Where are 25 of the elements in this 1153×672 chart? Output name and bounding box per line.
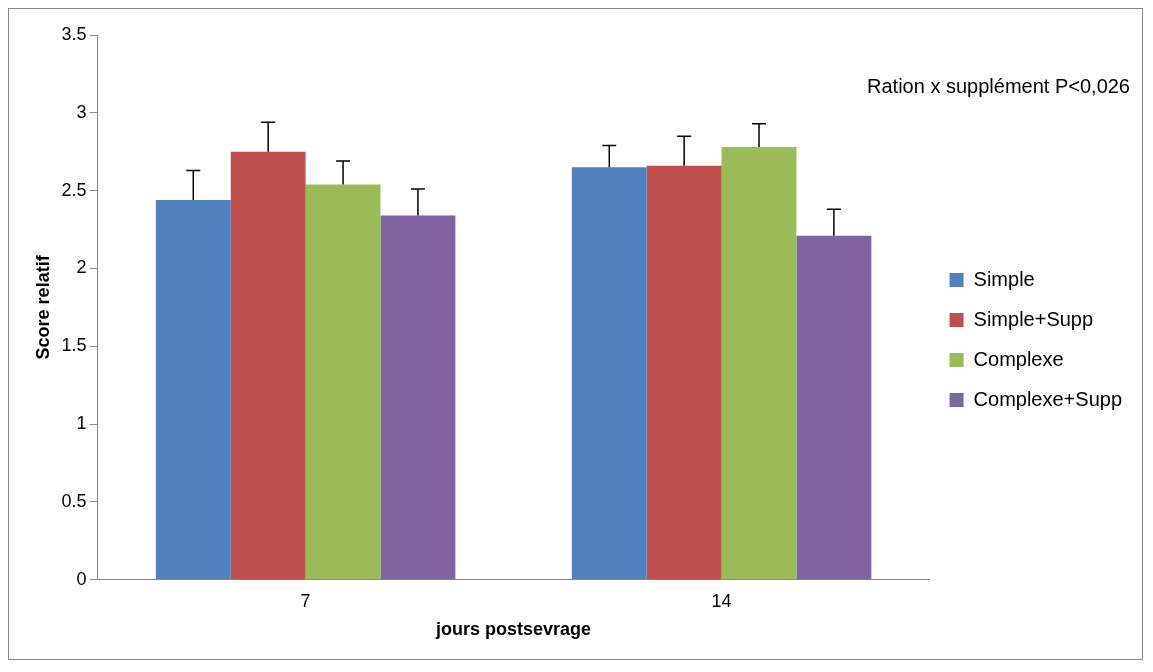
bar (646, 165, 722, 580)
y-tick-label: 0.5 (61, 490, 87, 511)
y-tick-label: 3.5 (61, 23, 87, 44)
y-tick-label: 3 (76, 101, 87, 122)
y-tick-label: 1 (76, 413, 87, 434)
y-axis-title: Score relatif (32, 254, 53, 360)
x-axis-title: jours postsevrage (435, 619, 592, 640)
bar (721, 147, 797, 580)
bar (155, 200, 231, 580)
legend-label: Complexe (973, 347, 1064, 370)
x-tick-label: 14 (711, 590, 732, 611)
bar (305, 184, 381, 580)
bar (796, 235, 872, 580)
bar (380, 215, 456, 580)
legend-label: Simple+Supp (973, 307, 1094, 330)
y-tick-label: 1.5 (61, 335, 87, 356)
legend-label: Simple (973, 267, 1035, 290)
x-tick-label: 7 (300, 590, 311, 611)
bar (230, 151, 306, 580)
y-tick-label: 2.5 (61, 179, 87, 200)
y-tick-label: 0 (76, 568, 87, 589)
legend-label: Complexe+Supp (973, 387, 1123, 410)
bar (571, 167, 647, 580)
annotation: Ration x supplément P<0,026 (867, 74, 1130, 97)
y-tick-label: 2 (76, 257, 87, 278)
